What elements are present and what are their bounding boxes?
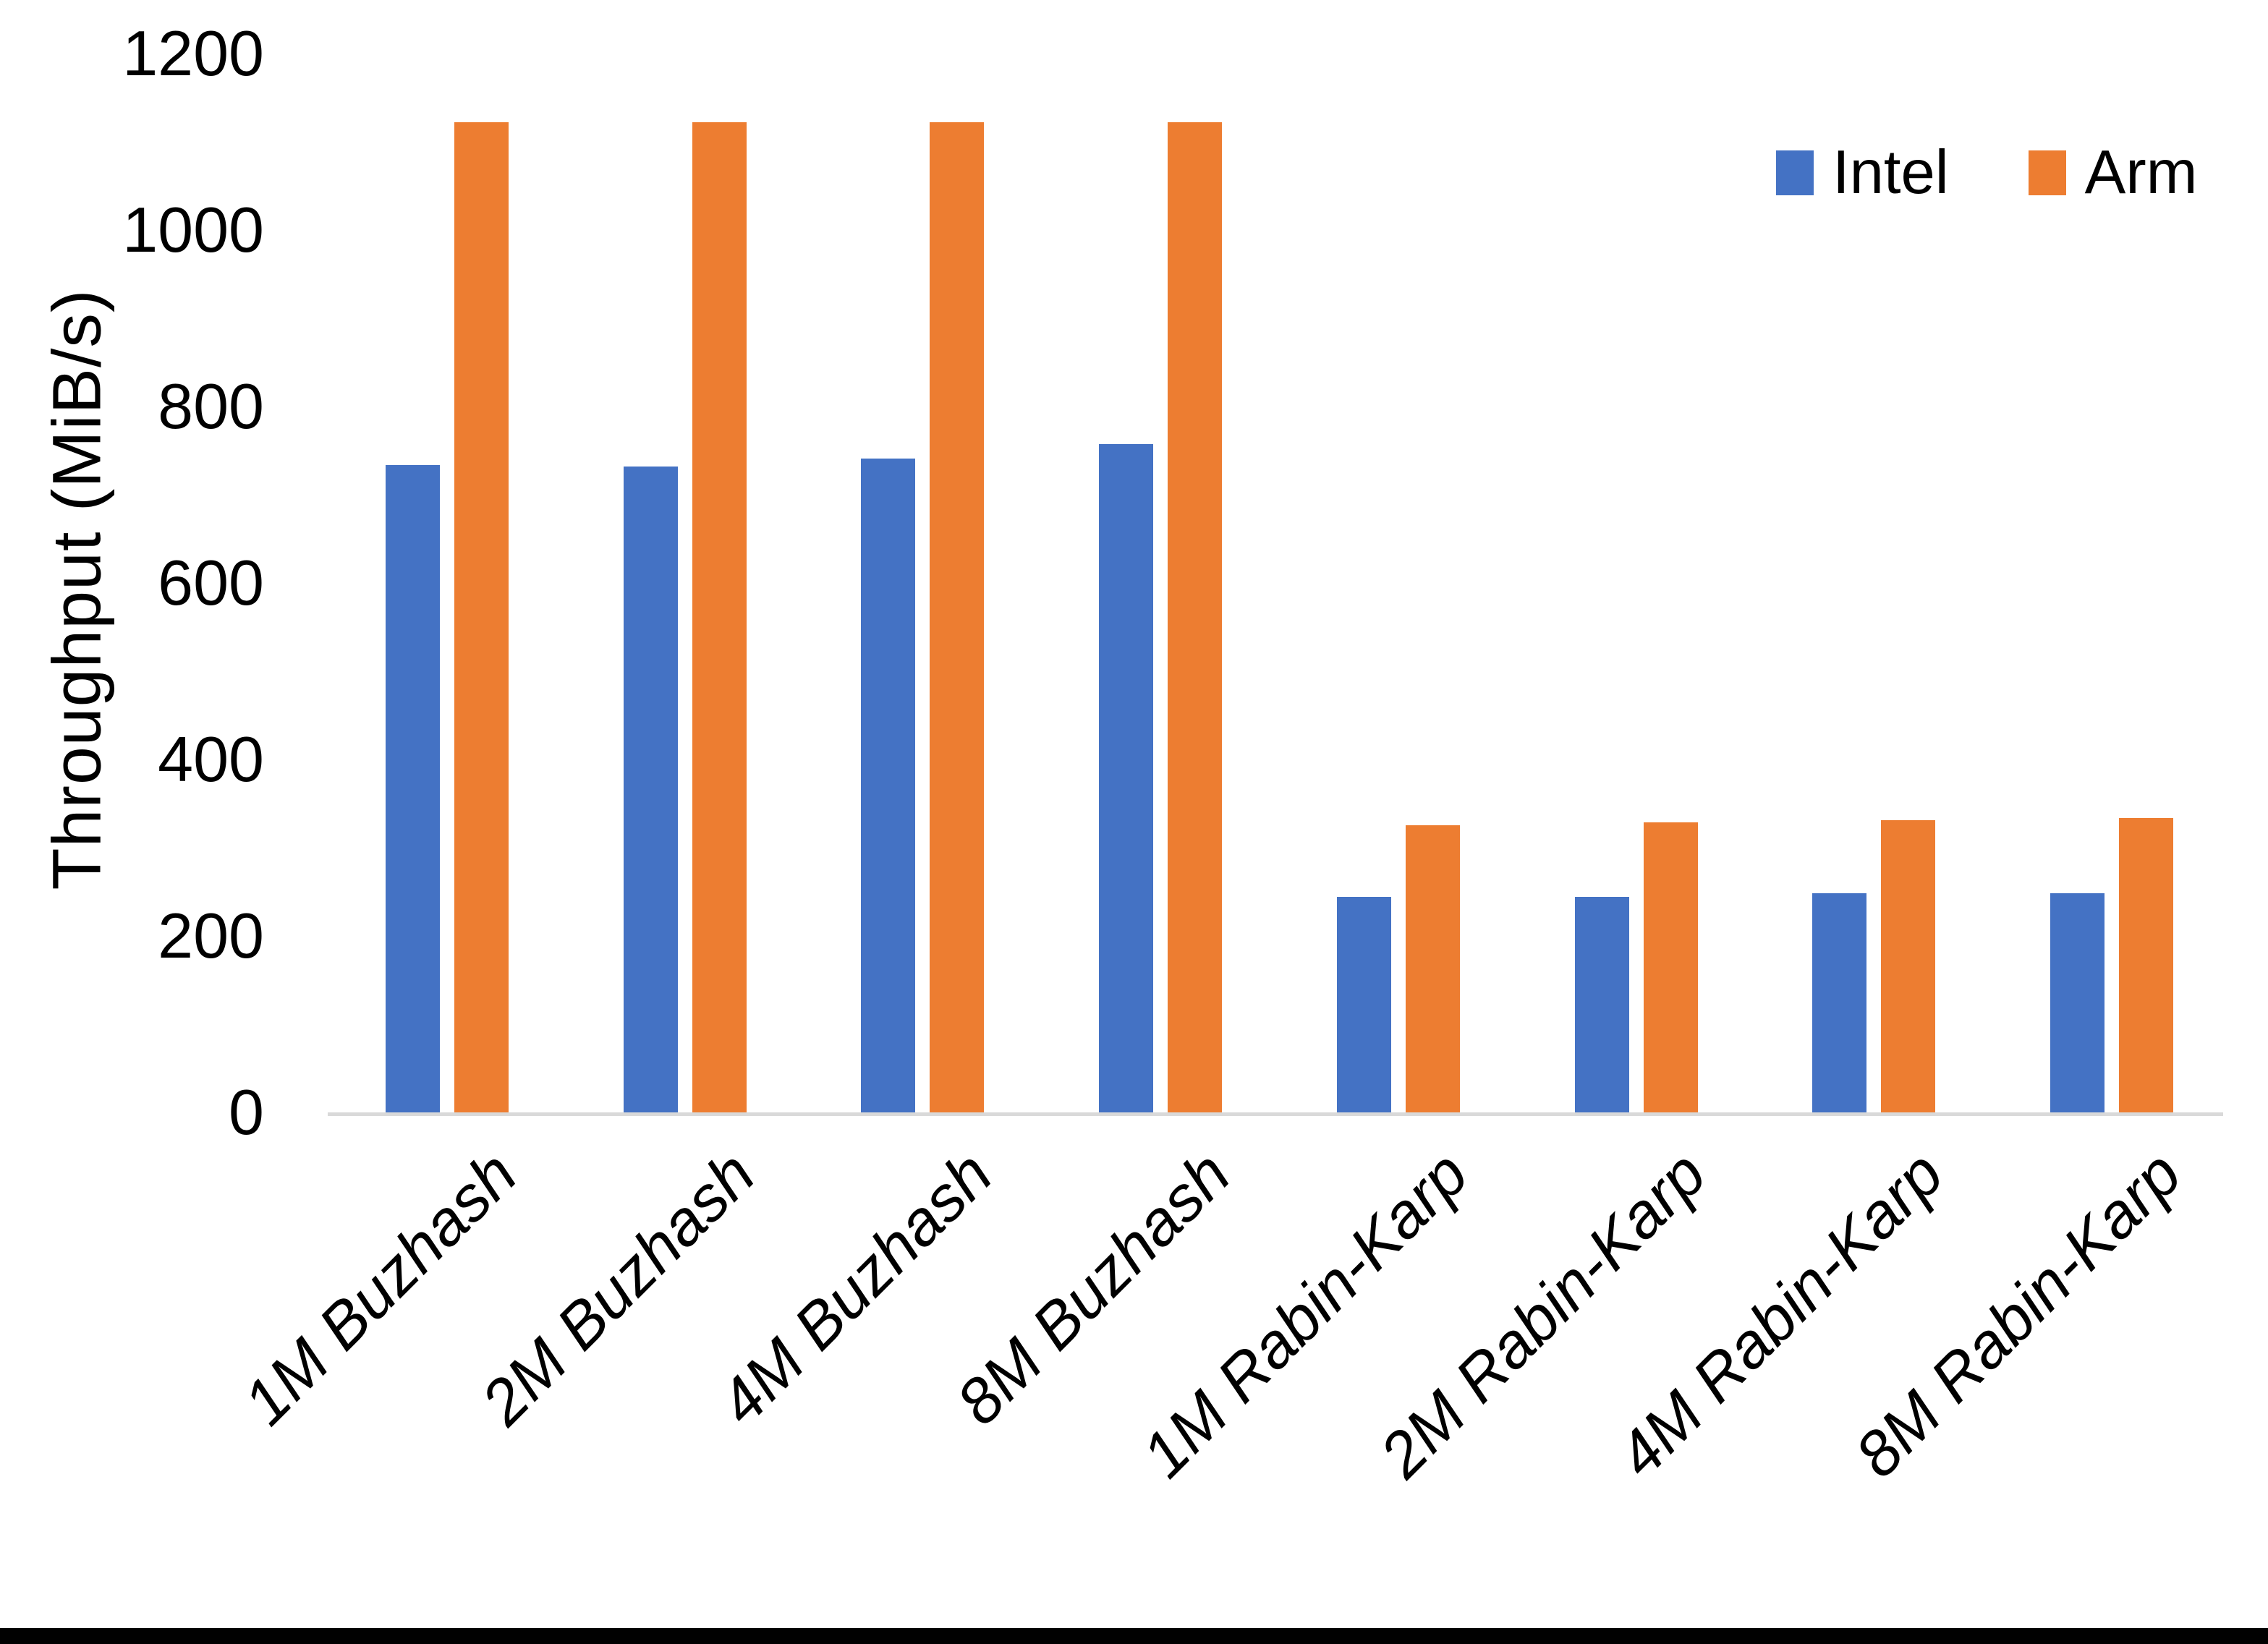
bar-intel-8m-buzhash bbox=[1099, 444, 1154, 1114]
y-tick-label-200: 200 bbox=[158, 899, 264, 971]
bar-intel-2m-buzhash bbox=[623, 466, 678, 1114]
bar-arm-1m-rabin-karp bbox=[1405, 825, 1460, 1114]
bar-arm-8m-buzhash bbox=[1168, 122, 1223, 1114]
y-tick-label-400: 400 bbox=[158, 723, 264, 795]
legend-item-intel: Intel bbox=[1776, 137, 1949, 208]
y-tick-label-1000: 1000 bbox=[122, 193, 264, 265]
legend-label-arm: Arm bbox=[2084, 138, 2198, 207]
bar-arm-2m-rabin-karp bbox=[1643, 822, 1698, 1114]
y-tick-label-0: 0 bbox=[229, 1076, 264, 1148]
x-axis-line bbox=[328, 1112, 2223, 1116]
bar-intel-1m-buzhash bbox=[386, 465, 440, 1114]
legend-swatch-intel-icon bbox=[1776, 150, 1814, 195]
bar-arm-2m-buzhash bbox=[692, 122, 747, 1114]
y-tick-label-600: 600 bbox=[158, 546, 264, 618]
y-tick-label-1200: 1200 bbox=[122, 17, 264, 89]
bar-arm-8m-rabin-karp bbox=[2118, 818, 2173, 1114]
bar-intel-4m-rabin-karp bbox=[1812, 893, 1867, 1114]
bar-arm-4m-rabin-karp bbox=[1881, 819, 1936, 1114]
y-tick-label-800: 800 bbox=[158, 370, 264, 442]
bar-intel-4m-buzhash bbox=[861, 458, 916, 1114]
bar-intel-1m-rabin-karp bbox=[1336, 896, 1391, 1114]
legend-item-arm: Arm bbox=[2028, 137, 2198, 208]
bar-intel-8m-rabin-karp bbox=[2050, 893, 2105, 1114]
bottom-border bbox=[0, 1628, 2268, 1644]
legend-label-intel: Intel bbox=[1832, 138, 1949, 207]
y-axis-title: Throughput (MiB/s) bbox=[38, 289, 116, 890]
bar-intel-2m-rabin-karp bbox=[1574, 896, 1629, 1114]
legend: Intel Arm bbox=[1776, 137, 2197, 208]
legend-swatch-arm-icon bbox=[2028, 150, 2066, 195]
bar-arm-4m-buzhash bbox=[930, 122, 985, 1114]
bar-arm-1m-buzhash bbox=[454, 122, 509, 1114]
